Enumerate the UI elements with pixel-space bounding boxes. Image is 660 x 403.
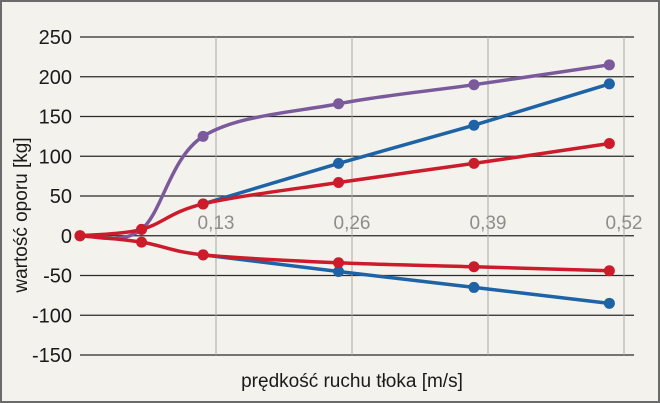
data-point bbox=[333, 176, 345, 188]
data-point bbox=[197, 130, 209, 142]
data-point bbox=[74, 230, 86, 242]
data-point bbox=[603, 138, 615, 150]
x-tick-label: 0,39 bbox=[470, 213, 507, 234]
data-point bbox=[333, 157, 345, 169]
data-point bbox=[333, 266, 345, 278]
y-tick-label: -100 bbox=[32, 305, 72, 327]
y-tick-label: 50 bbox=[50, 186, 72, 208]
series-line-5 bbox=[78, 234, 612, 273]
data-point bbox=[333, 98, 345, 110]
data-point bbox=[603, 297, 615, 309]
series-lines bbox=[78, 63, 612, 306]
y-tick-label: 200 bbox=[39, 67, 72, 89]
series-line-2 bbox=[201, 82, 612, 206]
data-point bbox=[603, 265, 615, 277]
x-tick-label: 0,52 bbox=[606, 213, 643, 234]
data-point bbox=[468, 261, 480, 273]
grid-lines bbox=[80, 36, 634, 356]
y-axis-title: wartość oporu [kg] bbox=[11, 137, 32, 293]
data-point bbox=[197, 198, 209, 210]
data-point bbox=[136, 236, 148, 248]
y-tick-label: 150 bbox=[39, 107, 72, 129]
y-tick-label: -150 bbox=[32, 345, 72, 367]
data-point bbox=[468, 119, 480, 131]
series-line-4 bbox=[201, 253, 612, 306]
y-tick-label: 0 bbox=[61, 226, 72, 248]
x-tick-labels: 0,13 0,26 0,39 0,52 bbox=[198, 213, 643, 234]
data-point bbox=[136, 223, 148, 235]
y-tick-label: -50 bbox=[43, 266, 72, 288]
x-tick-label: 0,26 bbox=[334, 213, 371, 234]
x-tick-label: 0,13 bbox=[198, 213, 235, 234]
data-points bbox=[74, 59, 615, 309]
y-tick-label: 250 bbox=[39, 27, 72, 49]
x-axis-title: prędkość ruchu tłoka [m/s] bbox=[241, 371, 463, 392]
data-point bbox=[333, 257, 345, 269]
data-point bbox=[468, 157, 480, 169]
data-point bbox=[197, 249, 209, 261]
y-tick-label: 100 bbox=[39, 146, 72, 168]
data-point bbox=[603, 78, 615, 90]
data-point bbox=[603, 59, 615, 71]
data-point bbox=[468, 281, 480, 293]
y-tick-labels: 250 200 150 100 50 0 -50 -100 -150 bbox=[32, 27, 72, 367]
data-point bbox=[468, 79, 480, 91]
